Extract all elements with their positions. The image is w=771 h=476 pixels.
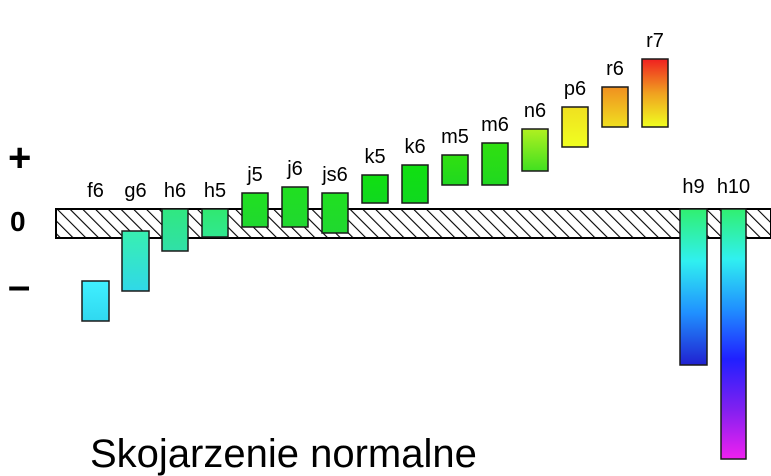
tolerance-label-g6: g6 (124, 180, 146, 202)
tolerance-bar-js6 (321, 192, 349, 234)
zero-sign: 0 (10, 206, 26, 237)
tolerance-bar-r6 (601, 86, 629, 128)
tolerance-bar-j6 (281, 186, 309, 228)
tolerance-bar-h6 (161, 208, 189, 252)
tolerance-label-f6: f6 (87, 180, 104, 202)
tolerance-label-k6: k6 (404, 136, 425, 158)
tolerance-bar-h5 (201, 208, 229, 238)
tolerance-label-h10: h10 (717, 176, 750, 198)
tolerance-label-r6: r6 (606, 58, 624, 80)
tolerance-bar-h10 (720, 208, 747, 460)
tolerance-label-m5: m5 (441, 126, 469, 148)
diagram-canvas: f6 g6 h6 h5 j5 j6 js6 k5 k6 m5 m6 n6 p6 r6 r7 h9 h10 (55, 30, 771, 460)
tolerance-bar-p6 (561, 106, 589, 148)
minus-sign: – (8, 264, 31, 308)
tolerance-label-k5: k5 (364, 146, 385, 168)
tolerance-bars (81, 58, 747, 460)
plus-sign: + (8, 136, 32, 180)
tolerance-bar-g6 (121, 230, 150, 292)
tolerance-labels: f6 g6 h6 h5 j5 j6 js6 k5 k6 m5 m6 n6 p6 r6 r7 h9 h10 (87, 30, 750, 202)
tolerance-bar-f6 (81, 280, 110, 322)
tolerance-label-js6: js6 (321, 164, 348, 186)
diagram-caption: Skojarzenie normalne (90, 432, 477, 476)
tolerance-bar-j5 (241, 192, 269, 228)
tolerance-bar-m6 (481, 142, 509, 186)
tolerance-label-p6: p6 (564, 78, 586, 100)
tolerance-label-m6: m6 (481, 114, 509, 136)
tolerance-label-h9: h9 (682, 176, 704, 198)
tolerance-bar-h9 (679, 208, 708, 366)
tolerance-bar-m5 (441, 154, 469, 186)
tolerance-bar-r7 (641, 58, 669, 128)
tolerance-bar-k5 (361, 174, 389, 204)
tolerance-label-j5: j5 (246, 164, 263, 186)
tolerance-fields-diagram: f6 g6 h6 h5 j5 j6 js6 k5 k6 m5 m6 n6 p6 r6 r7 h9 h10 + 0… (8, 30, 771, 474)
tolerance-label-j6: j6 (286, 158, 303, 180)
tolerance-bar-n6 (521, 128, 549, 172)
tolerance-label-n6: n6 (524, 100, 546, 122)
tolerance-label-h5: h5 (204, 180, 226, 202)
tolerance-label-r7: r7 (646, 30, 664, 52)
tolerance-label-h6: h6 (164, 180, 186, 202)
tolerance-bar-k6 (401, 164, 429, 204)
